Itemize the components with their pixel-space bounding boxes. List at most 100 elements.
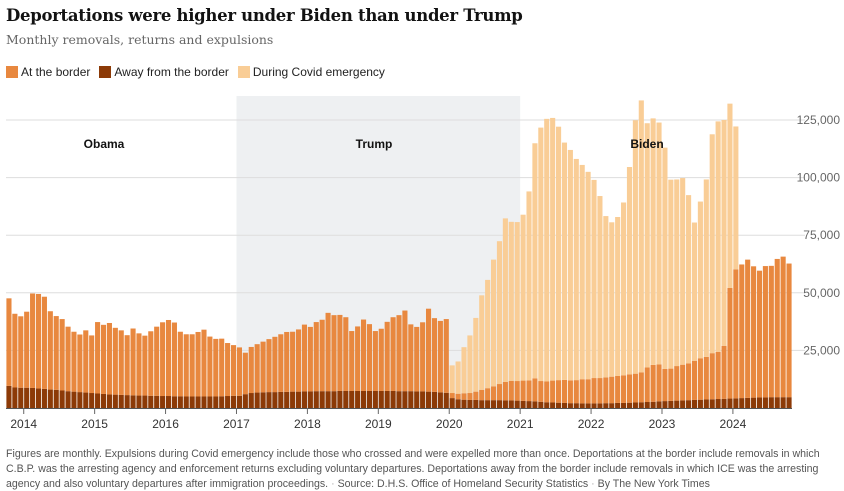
bar-segment	[561, 379, 568, 403]
bar-segment	[414, 326, 420, 392]
bar-segment	[420, 391, 426, 408]
bar-segment	[124, 395, 130, 408]
bar-segment	[112, 327, 118, 395]
bar-segment	[130, 328, 136, 396]
bar-segment	[632, 402, 638, 408]
bar-segment	[502, 400, 508, 408]
bar-segment	[650, 118, 656, 365]
bar-segment	[165, 396, 172, 408]
bar-segment	[697, 358, 703, 400]
bar-segment	[195, 331, 201, 397]
bar-segment	[496, 384, 503, 401]
bar-segment	[65, 391, 71, 408]
bar-segment	[65, 326, 71, 392]
bar-segment	[337, 390, 343, 408]
bar-segment	[89, 335, 95, 394]
y-tick-label: 75,000	[803, 228, 840, 242]
bar-segment	[520, 214, 526, 381]
bar-segment	[502, 218, 508, 382]
bar-segment	[307, 391, 313, 408]
bar-segment	[449, 398, 455, 408]
bar-segment	[366, 390, 373, 408]
bar-segment	[18, 387, 24, 408]
bar-segment	[662, 401, 668, 408]
legend: At the border Away from the border Durin…	[6, 64, 394, 80]
bar-segment	[467, 393, 473, 400]
bar-segment	[591, 378, 597, 404]
bar-segment	[195, 396, 201, 408]
bar-segment	[337, 314, 343, 391]
bar-segment	[680, 364, 686, 401]
bar-segment	[59, 390, 65, 408]
bar-segment	[603, 403, 609, 408]
bar-segment	[644, 367, 650, 403]
bar-segment	[674, 179, 680, 367]
bar-segment	[266, 392, 272, 408]
legend-item-at-border: At the border	[6, 65, 90, 79]
bar-segment	[491, 259, 497, 387]
bar-segment	[278, 391, 284, 408]
x-tick-label: 2018	[294, 417, 321, 431]
bar-segment	[461, 399, 467, 408]
bar-segment	[538, 381, 544, 402]
bar-segment	[219, 338, 225, 397]
bar-segment	[585, 403, 591, 408]
bar-segment	[431, 318, 438, 392]
bar-segment	[301, 324, 307, 392]
bar-segment	[278, 334, 284, 392]
bar-segment	[473, 391, 479, 400]
legend-label-at-border: At the border	[21, 65, 91, 79]
bar-segment	[727, 103, 733, 288]
bar-segment	[77, 392, 83, 408]
bar-segment	[443, 392, 449, 408]
bar-segment	[727, 287, 733, 399]
bar-segment	[59, 319, 65, 391]
bar-segment	[171, 322, 177, 397]
bar-segment	[437, 392, 443, 408]
bar-segment	[626, 374, 633, 403]
bar-segment	[715, 351, 721, 400]
bar-segment	[579, 403, 585, 408]
bar-segment	[626, 402, 633, 408]
y-tick-label: 100,000	[797, 171, 841, 185]
bar-segment	[177, 396, 183, 408]
bar-segment	[514, 400, 520, 408]
bar-segment	[532, 401, 538, 408]
bar-segment	[378, 390, 384, 408]
bar-segment	[733, 126, 739, 270]
bar-segment	[272, 336, 278, 393]
bar-segment	[674, 366, 680, 401]
bar-segment	[585, 171, 591, 380]
bar-segment	[674, 400, 680, 408]
bar-segment	[461, 393, 467, 400]
bar-segment	[573, 403, 579, 408]
bar-segment	[502, 381, 508, 401]
bar-segment	[230, 395, 237, 408]
bar-segment	[154, 326, 160, 396]
footnote-text: Figures are monthly. Expulsions during C…	[6, 448, 820, 491]
bar-segment	[431, 391, 438, 408]
bar-segment	[544, 381, 550, 403]
bar-segment	[662, 147, 668, 369]
bar-segment	[733, 269, 739, 399]
bar-segment	[662, 368, 668, 402]
bar-segment	[242, 394, 248, 408]
legend-swatch-at-border	[6, 66, 18, 78]
bar-segment	[786, 263, 792, 398]
bar-segment	[609, 376, 615, 404]
bar-segment	[709, 353, 715, 400]
bar-segment	[697, 201, 703, 359]
bar-segment	[254, 344, 260, 393]
bar-segment	[18, 316, 24, 388]
bar-segment	[632, 373, 638, 403]
bar-segment	[579, 379, 585, 404]
bar-segment	[786, 397, 792, 408]
bar-segment	[455, 399, 461, 408]
bar-segment	[307, 326, 313, 392]
bar-segment	[721, 398, 727, 408]
bar-segment	[213, 338, 219, 397]
bar-segment	[550, 117, 556, 381]
bar-segment	[148, 395, 154, 408]
bar-segment	[567, 149, 573, 381]
bar-segment	[703, 179, 709, 357]
